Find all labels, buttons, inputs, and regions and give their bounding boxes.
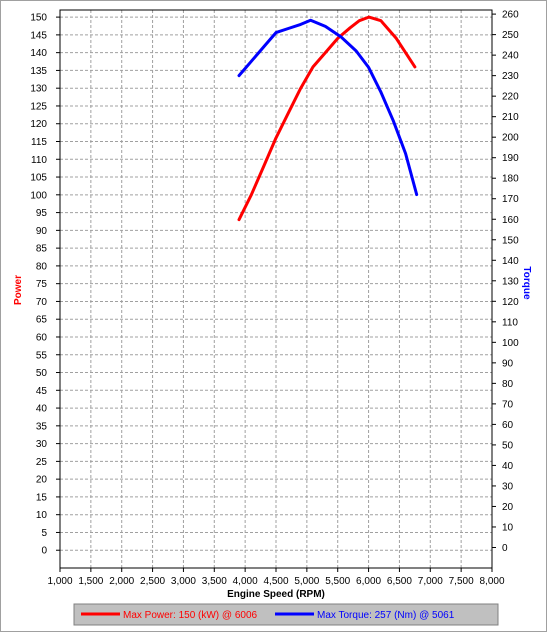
y-right-tick-label: 240 (502, 51, 519, 62)
series-lines (237, 15, 419, 222)
y-right-tick-label: 130 (502, 276, 519, 287)
x-axis: 1,000 1,500 2,000 2,500 3,000 3,500 4,000 4,500… (47, 568, 505, 587)
y-left-tick-label: 75 (36, 279, 48, 290)
x-tick-label: 7,000 (418, 576, 443, 587)
y-left-tick-label: 125 (30, 101, 47, 112)
y-right-tick-label: 220 (502, 92, 519, 103)
y-left-tick-label: 90 (36, 226, 48, 237)
y-right-tick-label: 110 (502, 317, 518, 328)
x-tick-label: 7,500 (449, 576, 474, 587)
y-left-tick-label: 100 (30, 190, 47, 201)
y-right-tick-label: 160 (502, 215, 519, 226)
y-left-tick-label: 105 (30, 173, 47, 184)
y-right-tick-label: 200 (502, 133, 519, 144)
y-left-tick-label: 150 (30, 13, 47, 24)
x-tick-label: 2,500 (140, 576, 165, 587)
y-left-tick-label: 70 (36, 297, 48, 308)
y-left-tick-label: 15 (36, 492, 48, 503)
grid (59, 10, 493, 568)
y-right-tick-label: 230 (502, 71, 519, 82)
y-right-tick-label: 180 (502, 174, 519, 185)
y-right-tick-label: 10 (502, 522, 514, 533)
y-left-tick-label: 85 (36, 244, 48, 255)
y-left-tick-label: 65 (36, 315, 48, 326)
power-series-line (237, 15, 417, 222)
y-left-tick-label: 140 (30, 48, 47, 59)
torque-series-line (237, 18, 419, 197)
y-left-tick-label: 55 (36, 350, 48, 361)
y-right-tick-label: 90 (502, 358, 514, 369)
y-left-tick-label: 95 (36, 208, 48, 219)
x-tick-label: 3,500 (202, 576, 227, 587)
x-tick-label: 8,000 (479, 576, 504, 587)
y-left-tick-label: 135 (30, 66, 47, 77)
x-tick-label: 4,500 (263, 576, 288, 587)
y-left-tick-label: 35 (36, 421, 48, 432)
legend-entry-power: Max Power: 150 (kW) @ 6006 (123, 610, 258, 621)
y-right-tick-label: 260 (502, 10, 519, 21)
y-right-tick-label: 70 (502, 399, 514, 410)
x-tick-label: 3,000 (171, 576, 196, 587)
y-right-tick-label: 40 (502, 461, 514, 472)
y-left-tick-label: 20 (36, 475, 48, 486)
y-right-tick-label: 190 (502, 153, 519, 164)
y-left-tick-label: 115 (31, 137, 47, 148)
y-right-tick-label: 120 (502, 297, 519, 308)
y-left-tick-label: 110 (31, 155, 47, 166)
x-tick-label: 1,000 (47, 576, 72, 587)
y-left-tick-label: 30 (36, 439, 48, 450)
y-right-tick-label: 30 (502, 481, 514, 492)
y-right-tick-label: 170 (502, 194, 519, 205)
x-tick-label: 1,500 (78, 576, 103, 587)
y-right-tick-label: 80 (502, 379, 514, 390)
y-left-tick-label: 45 (36, 386, 48, 397)
y-left-tick-label: 50 (36, 368, 48, 379)
x-tick-label: 5,000 (294, 576, 319, 587)
x-tick-label: 5,500 (325, 576, 350, 587)
y-right-tick-label: 0 (502, 543, 508, 554)
y-left-tick-label: 0 (41, 546, 47, 557)
x-tick-label: 2,000 (109, 576, 134, 587)
y-left-tick-label: 80 (36, 261, 48, 272)
x-tick-label: 4,000 (233, 576, 258, 587)
y-right-tick-label: 140 (502, 256, 519, 267)
x-tick-label: 6,500 (387, 576, 412, 587)
y-right-tick-label: 100 (502, 338, 519, 349)
y-right-tick-label: 60 (502, 420, 514, 431)
y-left-tick-label: 60 (36, 332, 48, 343)
y-right-tick-label: 210 (502, 112, 519, 123)
x-axis-label: Engine Speed (RPM) (227, 589, 325, 600)
y-axis-right-label: Torque (521, 266, 532, 300)
y-left-tick-label: 5 (41, 528, 47, 539)
y-left-tick-label: 10 (36, 510, 48, 521)
y-axis-left-label: Power (13, 275, 24, 305)
y-right-tick-label: 250 (502, 30, 519, 41)
y-right-tick-label: 20 (502, 502, 514, 513)
y-left-tick-label: 120 (30, 119, 47, 130)
x-tick-label: 6,000 (356, 576, 381, 587)
y-right-tick-label: 150 (502, 235, 519, 246)
y-right-tick-label: 50 (502, 440, 514, 451)
y-axis-left: 0 5 10 15 20 25 30 35 40 45 50 55 60 65 70 75 80 85 90 95 10… (30, 13, 60, 557)
y-left-tick-label: 40 (36, 404, 48, 415)
legend-entry-torque: Max Torque: 257 (Nm) @ 5061 (317, 610, 455, 621)
y-axis-right: 0 10 20 30 40 50 60 70 80 90 100 110 120 130 140 150 160… (492, 10, 519, 554)
y-left-tick-label: 145 (30, 30, 47, 41)
y-left-tick-label: 25 (36, 457, 48, 468)
y-left-tick-label: 130 (30, 84, 47, 95)
